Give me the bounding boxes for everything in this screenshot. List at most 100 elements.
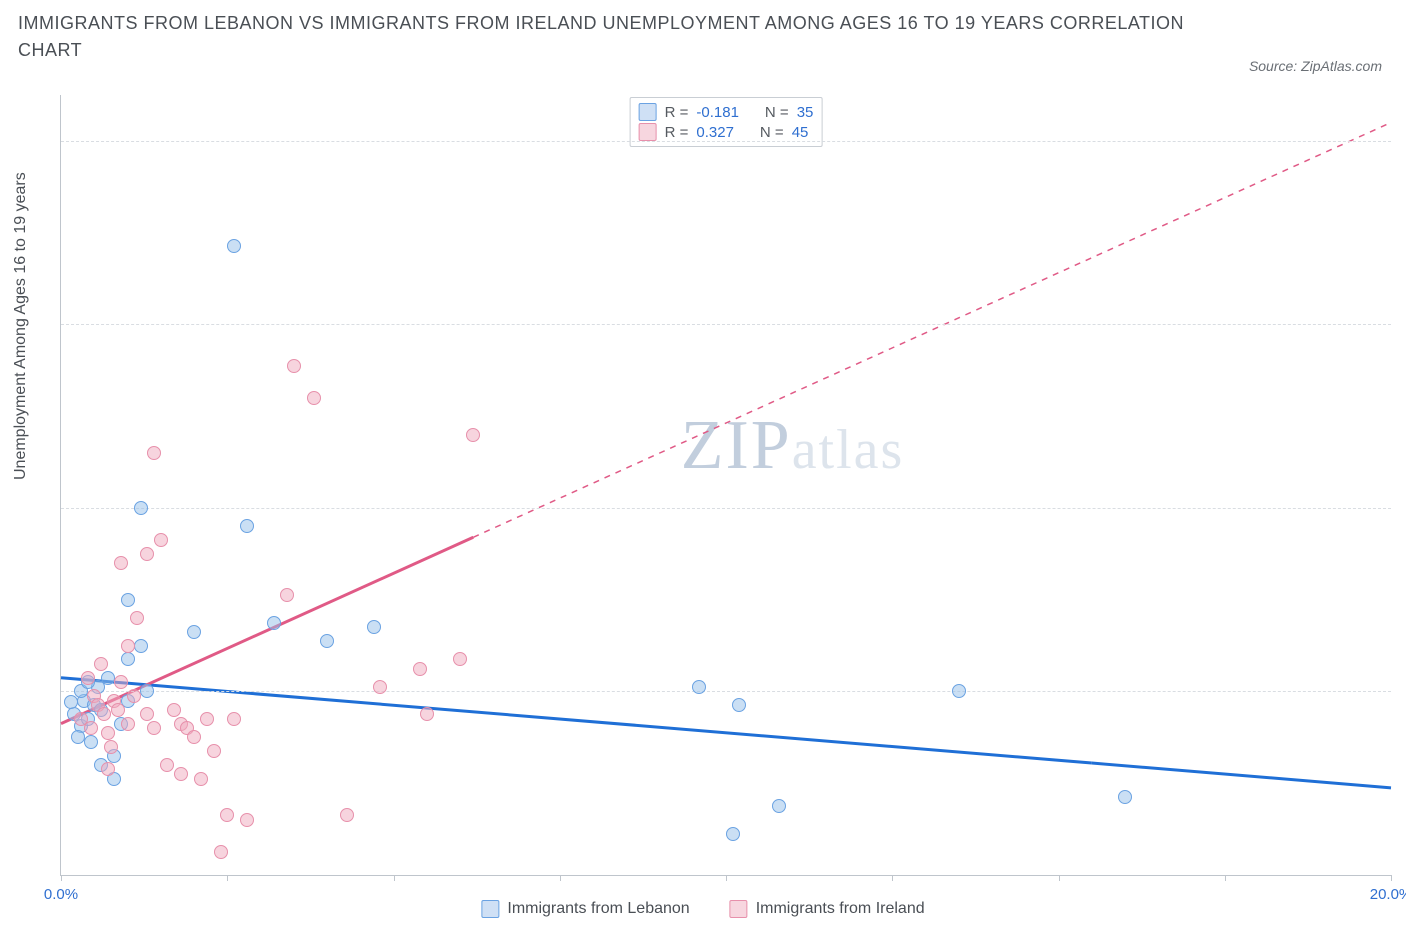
legend-r-label: R = [665, 104, 689, 121]
data-point-lebanon [726, 827, 740, 841]
x-tick-mark [61, 875, 62, 881]
x-tick-label: 0.0% [44, 886, 78, 903]
data-point-ireland [466, 428, 480, 442]
data-point-lebanon [101, 671, 115, 685]
data-point-ireland [121, 717, 135, 731]
data-point-ireland [227, 712, 241, 726]
x-tick-mark [892, 875, 893, 881]
data-point-ireland [214, 845, 228, 859]
gridline [61, 508, 1391, 509]
data-point-lebanon [320, 634, 334, 648]
data-point-ireland [413, 662, 427, 676]
legend-r-label: R = [665, 124, 689, 141]
trend-line-dashed-ireland [473, 123, 1391, 538]
legend-swatch [639, 103, 657, 121]
trend-line-ext-lebanon [1092, 763, 1391, 788]
chart-container: IMMIGRANTS FROM LEBANON VS IMMIGRANTS FR… [0, 0, 1406, 930]
data-point-ireland [140, 707, 154, 721]
data-point-lebanon [134, 639, 148, 653]
data-point-ireland [111, 703, 125, 717]
y-tick-label: 40.0% [1401, 499, 1406, 516]
x-tick-mark [726, 875, 727, 881]
data-point-lebanon [240, 519, 254, 533]
data-point-ireland [147, 446, 161, 460]
chart-svg [61, 95, 1391, 875]
y-tick-label: 80.0% [1401, 132, 1406, 149]
data-point-lebanon [732, 698, 746, 712]
data-point-lebanon [84, 735, 98, 749]
legend-n-label: N = [765, 104, 789, 121]
data-point-lebanon [71, 730, 85, 744]
legend-swatch [481, 900, 499, 918]
x-tick-mark [1391, 875, 1392, 881]
data-point-lebanon [134, 501, 148, 515]
x-tick-mark [1059, 875, 1060, 881]
data-point-ireland [220, 808, 234, 822]
data-point-lebanon [692, 680, 706, 694]
data-point-lebanon [367, 620, 381, 634]
data-point-ireland [130, 611, 144, 625]
legend-swatch [639, 123, 657, 141]
data-point-ireland [81, 671, 95, 685]
data-point-ireland [114, 556, 128, 570]
gridline [61, 691, 1391, 692]
data-point-ireland [307, 391, 321, 405]
legend-row: R = -0.181 N = 35 [639, 102, 814, 122]
x-tick-label: 20.0% [1370, 886, 1406, 903]
data-point-lebanon [267, 616, 281, 630]
data-point-ireland [280, 588, 294, 602]
legend-r-value: 0.327 [696, 124, 734, 141]
legend-swatch [730, 900, 748, 918]
data-point-ireland [127, 689, 141, 703]
data-point-lebanon [227, 239, 241, 253]
data-point-ireland [453, 652, 467, 666]
data-point-lebanon [121, 652, 135, 666]
data-point-ireland [207, 744, 221, 758]
data-point-ireland [97, 707, 111, 721]
y-tick-label: 20.0% [1401, 683, 1406, 700]
data-point-ireland [101, 762, 115, 776]
stats-legend: R =-0.181N =35R =0.327N =45 [630, 97, 823, 147]
data-point-lebanon [1118, 790, 1132, 804]
legend-n-label: N = [760, 124, 784, 141]
legend-n-value: 35 [797, 104, 814, 121]
x-tick-mark [1225, 875, 1226, 881]
data-point-ireland [140, 547, 154, 561]
series-legend: Immigrants from Lebanon Immigrants from I… [481, 900, 924, 918]
data-point-ireland [174, 767, 188, 781]
data-point-ireland [420, 707, 434, 721]
data-point-lebanon [64, 695, 78, 709]
series-legend-label: Immigrants from Ireland [756, 900, 925, 918]
y-axis-label: Unemployment Among Ages 16 to 19 years [12, 172, 30, 480]
data-point-ireland [104, 740, 118, 754]
data-point-ireland [194, 772, 208, 786]
series-legend-label: Immigrants from Lebanon [507, 900, 689, 918]
x-tick-mark [394, 875, 395, 881]
data-point-lebanon [772, 799, 786, 813]
data-point-lebanon [140, 684, 154, 698]
data-point-ireland [240, 813, 254, 827]
x-tick-mark [227, 875, 228, 881]
gridline [61, 141, 1391, 142]
data-point-ireland [94, 657, 108, 671]
data-point-ireland [373, 680, 387, 694]
data-point-ireland [187, 730, 201, 744]
legend-r-value: -0.181 [696, 104, 739, 121]
series-legend-item: Immigrants from Lebanon [481, 900, 689, 918]
data-point-ireland [340, 808, 354, 822]
chart-title: IMMIGRANTS FROM LEBANON VS IMMIGRANTS FR… [18, 10, 1226, 64]
data-point-ireland [121, 639, 135, 653]
data-point-ireland [200, 712, 214, 726]
data-point-ireland [114, 675, 128, 689]
y-tick-label: 60.0% [1401, 316, 1406, 333]
legend-row: R = 0.327 N = 45 [639, 122, 814, 142]
legend-n-value: 45 [792, 124, 809, 141]
data-point-ireland [154, 533, 168, 547]
series-legend-item: Immigrants from Ireland [730, 900, 925, 918]
data-point-lebanon [121, 593, 135, 607]
data-point-lebanon [187, 625, 201, 639]
plot-area: ZIPatlas R =-0.181N =35R =0.327N =45 20.… [60, 95, 1391, 876]
data-point-ireland [167, 703, 181, 717]
data-point-ireland [160, 758, 174, 772]
data-point-ireland [101, 726, 115, 740]
